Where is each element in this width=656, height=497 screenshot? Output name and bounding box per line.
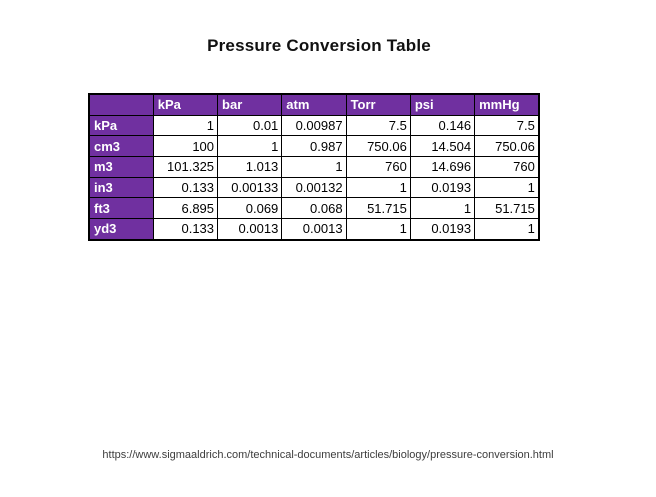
table-cell: 1.013 xyxy=(217,156,283,178)
row-header: kPa xyxy=(88,114,154,137)
table-row: m3 101.325 1.013 1 760 14.696 760 xyxy=(88,156,540,178)
row-header: m3 xyxy=(88,156,154,178)
table-header: kPa bar atm Torr psi mmHg xyxy=(88,93,540,116)
table-cell: 1 xyxy=(474,218,540,241)
table-cell: 1 xyxy=(345,176,411,199)
table-cell: 0.133 xyxy=(152,218,219,241)
table-cell: 1 xyxy=(152,114,219,137)
table-cell: 0.01 xyxy=(217,114,283,137)
table-cell: 0.0013 xyxy=(217,218,283,241)
column-header: kPa xyxy=(152,93,219,116)
table-cell: 101.325 xyxy=(152,156,219,178)
row-header: cm3 xyxy=(88,135,154,158)
table-cell: 14.504 xyxy=(409,135,476,158)
column-header: mmHg xyxy=(474,93,540,116)
table-cell: 0.069 xyxy=(217,197,283,220)
table-cell: 14.696 xyxy=(409,156,476,178)
table-cell: 750.06 xyxy=(345,135,411,158)
table-cell: 51.715 xyxy=(345,197,411,220)
table-cell: 1 xyxy=(345,218,411,241)
column-header: Torr xyxy=(345,93,411,116)
column-header: bar xyxy=(217,93,283,116)
table-row: ft3 6.895 0.069 0.068 51.715 1 51.715 xyxy=(88,197,540,220)
table-row: in3 0.133 0.00133 0.00132 1 0.0193 1 xyxy=(88,176,540,199)
page-title: Pressure Conversion Table xyxy=(207,36,431,55)
table-cell: 0.0013 xyxy=(281,218,347,241)
table-cell: 100 xyxy=(152,135,219,158)
table-cell: 1 xyxy=(281,156,347,178)
conversion-table-container: kPa bar atm Torr psi mmHg kPa 1 0.01 0.00987 7.5 0… xyxy=(88,93,540,241)
table-cell: 0.146 xyxy=(409,114,476,137)
table-cell: 0.0193 xyxy=(409,218,476,241)
table-cell: 51.715 xyxy=(474,197,540,220)
row-header: ft3 xyxy=(88,197,154,220)
table-cell: 0.068 xyxy=(281,197,347,220)
table-cell: 760 xyxy=(474,156,540,178)
table-cell: 7.5 xyxy=(474,114,540,137)
table-cell: 760 xyxy=(345,156,411,178)
table-cell: 1 xyxy=(217,135,283,158)
table-cell: 750.06 xyxy=(474,135,540,158)
table-body: kPa 1 0.01 0.00987 7.5 0.146 7.5 cm3 100 1 0.987 75… xyxy=(88,114,540,241)
table-cell: 7.5 xyxy=(345,114,411,137)
table-cell: 0.00987 xyxy=(281,114,347,137)
table-row: yd3 0.133 0.0013 0.0013 1 0.0193 1 xyxy=(88,218,540,241)
row-header: yd3 xyxy=(88,218,154,241)
table-cell: 0.987 xyxy=(281,135,347,158)
column-header: psi xyxy=(409,93,476,116)
conversion-table: kPa bar atm Torr psi mmHg kPa 1 0.01 0.00987 7.5 0… xyxy=(88,93,540,241)
table-cell: 1 xyxy=(409,197,476,220)
table-cell: 0.00132 xyxy=(281,176,347,199)
table-cell: 0.133 xyxy=(152,176,219,199)
table-cell: 0.00133 xyxy=(217,176,283,199)
table-cell: 1 xyxy=(474,176,540,199)
row-header: in3 xyxy=(88,176,154,199)
table-header-row: kPa bar atm Torr psi mmHg xyxy=(88,93,540,116)
table-cell: 0.0193 xyxy=(409,176,476,199)
table-cell: 6.895 xyxy=(152,197,219,220)
table-row: cm3 100 1 0.987 750.06 14.504 750.06 xyxy=(88,135,540,158)
column-header xyxy=(88,93,154,116)
source-url: https://www.sigmaaldrich.com/technical-d… xyxy=(102,449,554,461)
column-header: atm xyxy=(281,93,347,116)
table-row: kPa 1 0.01 0.00987 7.5 0.146 7.5 xyxy=(88,114,540,137)
